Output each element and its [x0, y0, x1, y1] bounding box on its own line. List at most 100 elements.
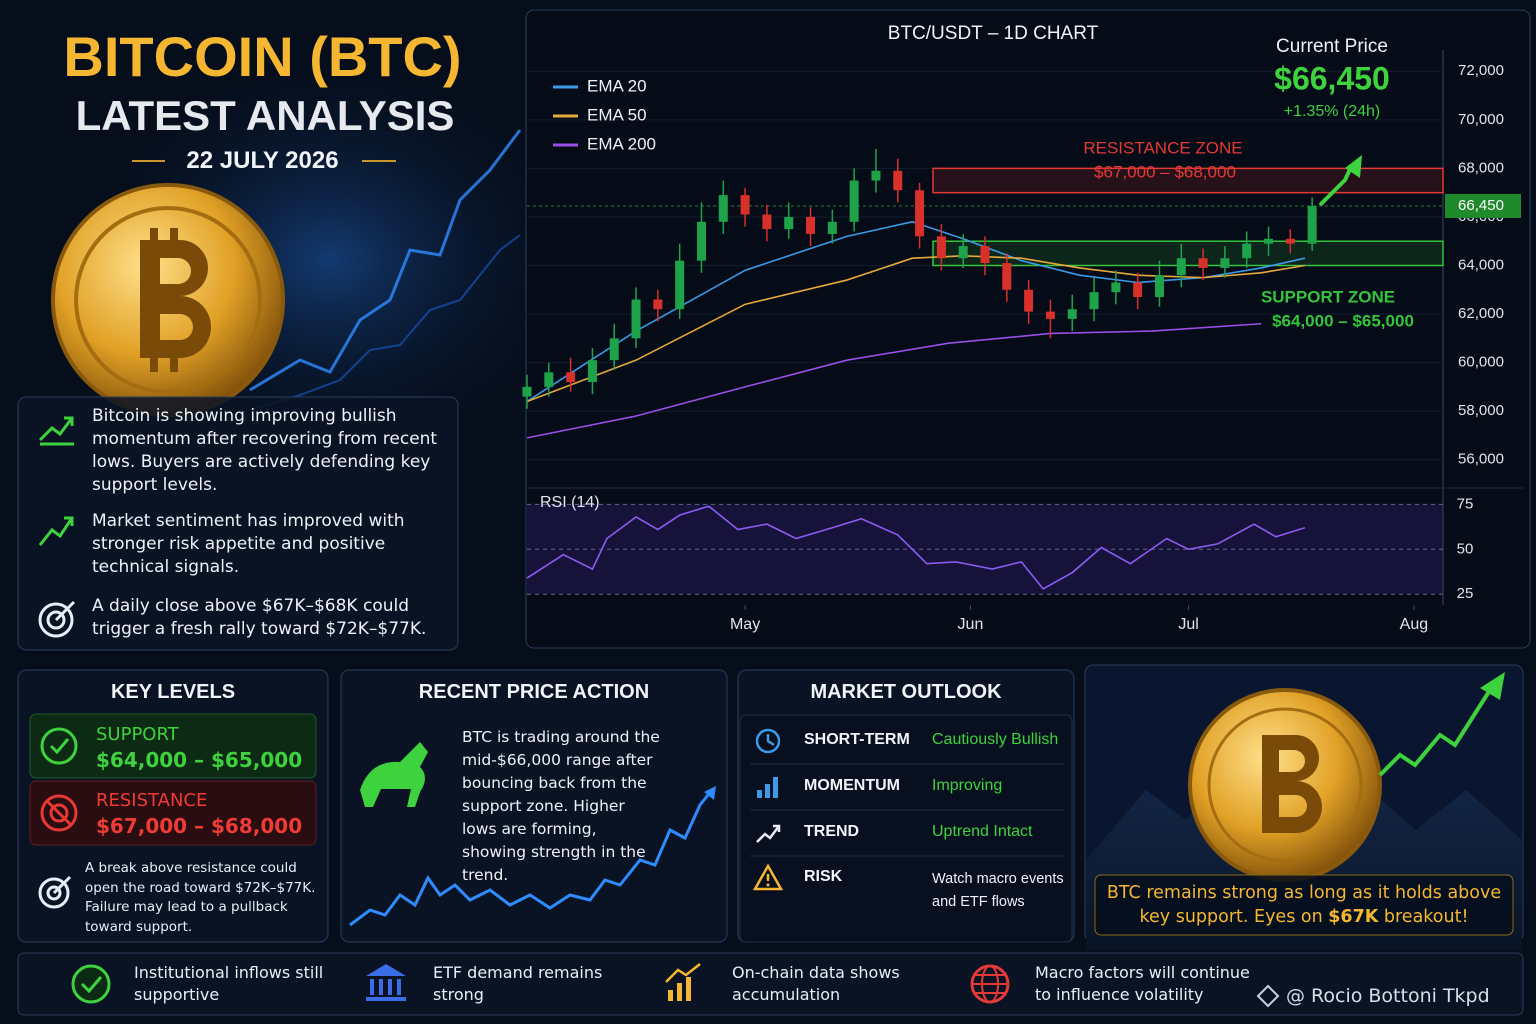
- candle-body: [806, 216, 816, 234]
- candle-body: [1045, 311, 1055, 319]
- key-levels-note: A break above resistance could open the …: [85, 860, 316, 935]
- candle-body: [1024, 289, 1034, 312]
- candle-body: [1067, 309, 1077, 319]
- candle-body: [1002, 263, 1012, 290]
- zone-name: SUPPORT ZONE: [1261, 287, 1395, 306]
- resistance-range: $67,000 – $68,000: [96, 814, 303, 838]
- candle-body: [1089, 292, 1099, 310]
- x-tick-label: Jun: [958, 616, 984, 633]
- decor-arrow: [1345, 155, 1362, 178]
- callout-text: BTC remains strong as long as it holds a…: [1106, 883, 1502, 927]
- footer-item: On-chain data shows accumulation: [732, 963, 900, 1004]
- icon: [71, 964, 111, 1004]
- outlook-table: [739, 714, 1073, 943]
- rsi-line: [526, 505, 1306, 590]
- candle-body: [609, 338, 619, 361]
- candle-body: [1285, 238, 1295, 244]
- zone-label: $67,000 – $68,000: [1094, 162, 1236, 181]
- highlight: A daily close above $67K–$68K could trig…: [92, 596, 427, 639]
- highlight: Market sentiment has improved with stron…: [92, 511, 405, 577]
- icon: [665, 963, 701, 1001]
- icon: [38, 416, 74, 446]
- candle-body: [740, 195, 750, 215]
- callout-box: [1094, 874, 1514, 936]
- icon: [970, 964, 1010, 1004]
- outlook-label: SHORT-TERM: [804, 731, 910, 748]
- panel-title: MARKET OUTLOOK: [810, 681, 1002, 703]
- outlook-label: TREND: [804, 823, 860, 840]
- support-box: [29, 713, 317, 779]
- icon: [40, 794, 78, 832]
- price-action-text: BTC is trading around the mid-$66,000 ra…: [462, 728, 660, 884]
- footer-item: Macro factors will continue to influence…: [1035, 963, 1250, 1004]
- outlook-value: Watch macro events and ETF flows: [932, 871, 1064, 910]
- candle-body: [566, 372, 576, 383]
- x-tick-label: Aug: [1400, 616, 1428, 633]
- chart: 56,00058,00060,00062,00064,00066,00068,0…: [522, 23, 1523, 633]
- current-price-tag: [1445, 194, 1521, 219]
- candle-body: [849, 180, 859, 222]
- outlook-value: Uptrend Intact: [932, 823, 1033, 840]
- ema-line: [526, 254, 1306, 403]
- y-tick-label: 70,000: [1458, 111, 1504, 128]
- candle-body: [675, 260, 685, 310]
- ema-line: [526, 322, 1262, 439]
- candle-body: [653, 299, 663, 310]
- callout-highlight: $67K: [1328, 907, 1379, 927]
- icon: [752, 863, 784, 891]
- icon: [366, 964, 406, 1001]
- candle-body: [827, 221, 837, 234]
- x-tick-label: Jul: [1178, 616, 1198, 633]
- y-tick-label: 72,000: [1458, 62, 1504, 79]
- candle-body: [1176, 258, 1186, 276]
- candle-body: [1307, 206, 1317, 244]
- y-tick-label: 50: [1457, 540, 1474, 557]
- icon: [756, 824, 781, 843]
- candle-body: [718, 195, 728, 222]
- candle-body: [1133, 282, 1143, 298]
- legend-label: EMA 200: [587, 134, 656, 153]
- candle-body: [893, 170, 903, 191]
- decor-sparkline: [349, 789, 714, 927]
- candle-body: [587, 360, 597, 383]
- candle-body: [915, 190, 925, 237]
- coin: [1188, 688, 1382, 882]
- zone: [932, 240, 1444, 267]
- resistance-box: [29, 780, 317, 846]
- y-tick-label: 62,000: [1458, 305, 1504, 322]
- y-tick-label: 56,000: [1458, 451, 1504, 468]
- x-tick-label: May: [730, 616, 760, 633]
- chart-title: BTC/USDT – 1D CHART: [888, 23, 1099, 44]
- candle-body: [958, 246, 968, 259]
- current-price-title: Current Price: [1276, 36, 1388, 57]
- legend-label: EMA 50: [587, 105, 647, 124]
- icon: [38, 875, 72, 909]
- candle-body: [1220, 258, 1230, 268]
- callout-text: breakout!: [1378, 907, 1469, 927]
- decor-arrow: [1480, 672, 1505, 700]
- candle-body: [544, 372, 554, 387]
- title: BITCOIN (BTC): [63, 25, 462, 88]
- bull-icon: [360, 742, 428, 807]
- y-tick-label: 58,000: [1458, 402, 1504, 419]
- icon: [38, 516, 74, 546]
- y-tick-label: 68,000: [1458, 159, 1504, 176]
- candle-body: [784, 216, 794, 230]
- footer-item: Institutional inflows still supportive: [134, 963, 324, 1004]
- panel-title: KEY LEVELS: [110, 681, 236, 703]
- icon: [757, 777, 778, 798]
- candle-body: [522, 386, 532, 397]
- outlook-value: Improving: [932, 777, 1003, 794]
- icon: [755, 728, 781, 754]
- candle-body: [631, 299, 641, 339]
- candle-body: [1264, 238, 1274, 244]
- icon: [38, 600, 76, 638]
- support-range: $64,000 – $65,000: [96, 748, 303, 772]
- candle-body: [696, 221, 706, 261]
- outlook-label: MOMENTUM: [804, 777, 900, 794]
- panel-title: RECENT PRICE ACTION: [418, 681, 650, 703]
- candle-body: [762, 214, 772, 230]
- outlook-value: Cautiously Bullish: [932, 731, 1059, 748]
- footer-item: ETF demand remains strong: [433, 963, 603, 1004]
